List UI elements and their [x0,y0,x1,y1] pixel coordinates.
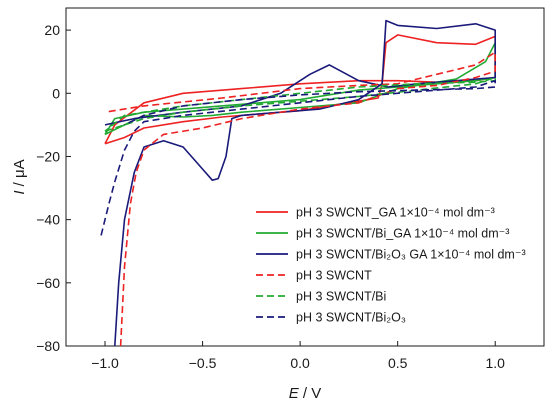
x-axis-label: E / V [289,385,322,402]
x-tick-label: −0.5 [189,355,217,371]
series-line-1 [104,34,497,145]
legend-label-2: pH 3 SWCNT/Bi_GA 1×10⁻⁴ mol dm⁻³ [296,227,509,241]
y-tick-label: −60 [36,275,60,291]
y-axis-label: I / μA [11,159,28,194]
series-line-6 [100,79,497,236]
x-tick-label: 0.0 [290,355,310,371]
y-tick-label: −20 [36,148,60,164]
legend-label-5: pH 3 SWCNT/Bi [296,290,386,304]
x-tick-label: 0.5 [388,355,408,371]
x-tick-label: −1.0 [91,355,119,371]
y-tick-label: −80 [36,338,60,354]
series-line-3 [104,19,497,347]
series-curves [100,19,497,347]
y-tick-label: −40 [36,212,60,228]
axis-tick-labels: −1.0 −0.5 0.0 0.5 1.0 20 0 −20 −40 −60 −80 [36,22,505,371]
x-tick-label: 1.0 [485,355,505,371]
plot-frame [65,7,545,347]
legend-label-3: pH 3 SWCNT/Bi₂O₃ GA 1×10⁻⁴ mol dm⁻³ [296,248,526,262]
legend: pH 3 SWCNT_GA 1×10⁻⁴ mol dm⁻³ pH 3 SWCNT/… [256,206,526,325]
axis-ticks [66,29,496,347]
y-tick-label: 0 [52,85,60,101]
legend-label-6: pH 3 SWCNT/Bi₂O₃ [296,311,406,325]
legend-label-1: pH 3 SWCNT_GA 1×10⁻⁴ mol dm⁻³ [296,206,495,220]
series-line-4 [104,51,497,347]
y-tick-label: 20 [44,22,60,38]
legend-label-4: pH 3 SWCNT [296,269,372,283]
